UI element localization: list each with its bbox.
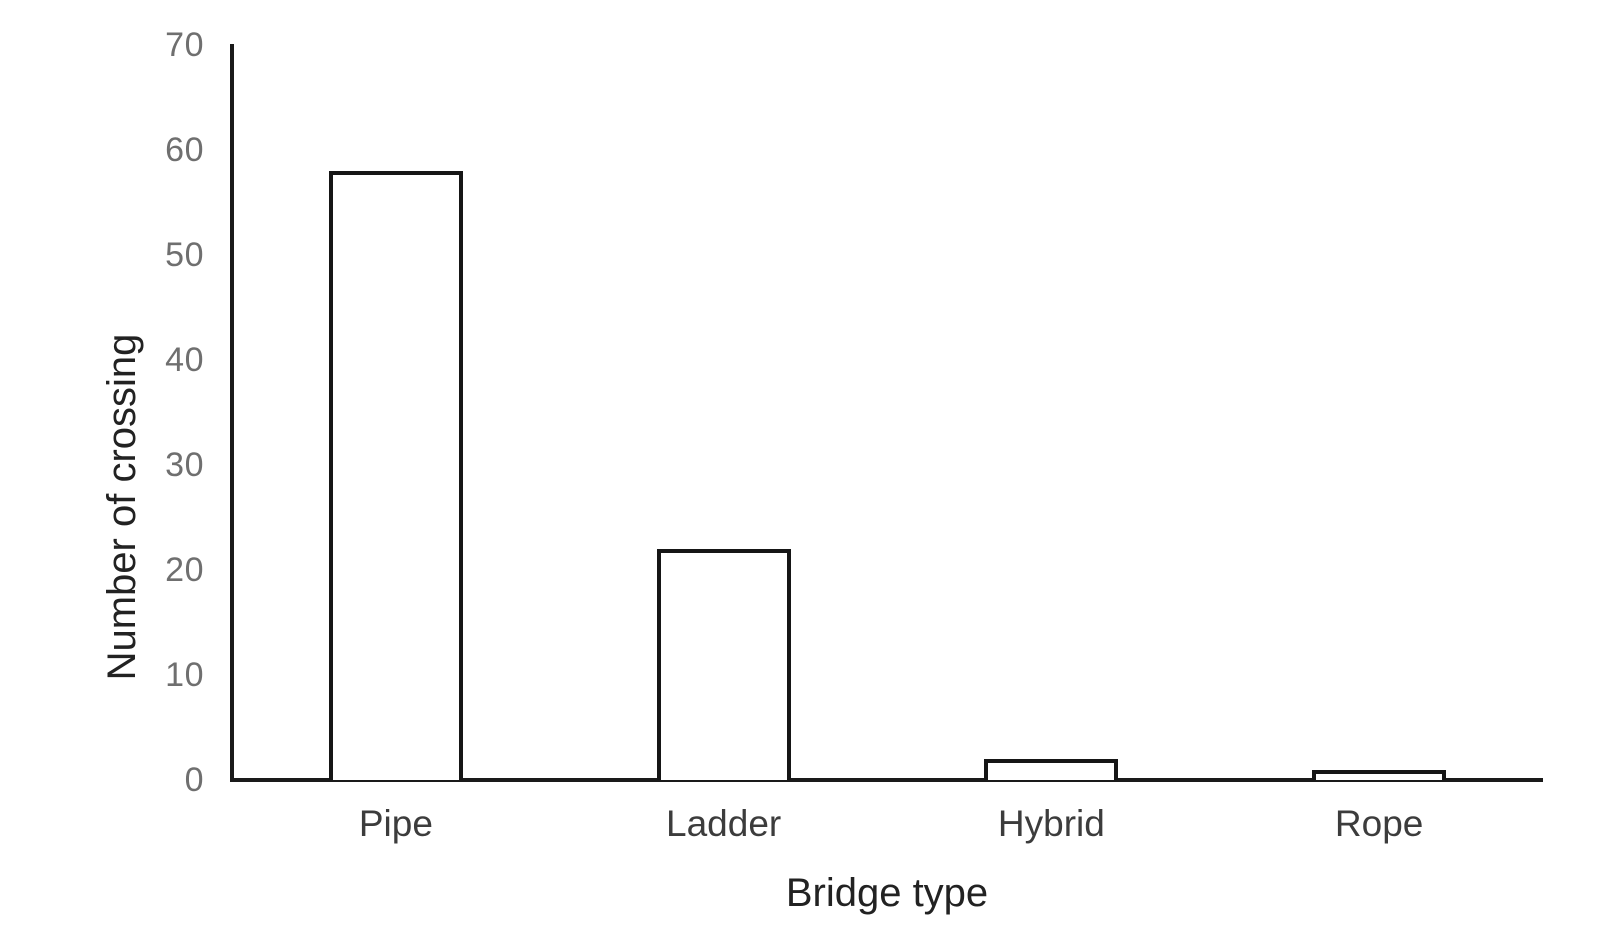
category-label-rope: Rope xyxy=(1334,803,1424,844)
y-axis xyxy=(230,44,234,782)
category-label-ladder: Ladder xyxy=(666,803,782,844)
category-label-pipe: Pipe xyxy=(358,803,433,844)
y-tick-label-50: 50 xyxy=(165,236,204,274)
y-tick-label-0: 0 xyxy=(184,761,204,799)
y-tick-label-10: 10 xyxy=(165,656,204,694)
y-tick-label-60: 60 xyxy=(165,131,204,169)
bar-pipe xyxy=(328,171,463,780)
y-axis-title: Number of crossing xyxy=(100,333,144,681)
y-tick-label-30: 30 xyxy=(165,446,204,484)
category-label-hybrid: Hybrid xyxy=(997,803,1105,844)
x-axis-title: Bridge type xyxy=(785,871,989,915)
bar-ladder xyxy=(656,549,791,780)
y-tick-label-40: 40 xyxy=(165,341,204,379)
bar-rope xyxy=(1312,769,1447,780)
y-tick-label-20: 20 xyxy=(165,551,204,589)
y-tick-label-70: 70 xyxy=(165,26,204,64)
bar-hybrid xyxy=(984,759,1119,780)
x-axis xyxy=(230,778,1543,782)
